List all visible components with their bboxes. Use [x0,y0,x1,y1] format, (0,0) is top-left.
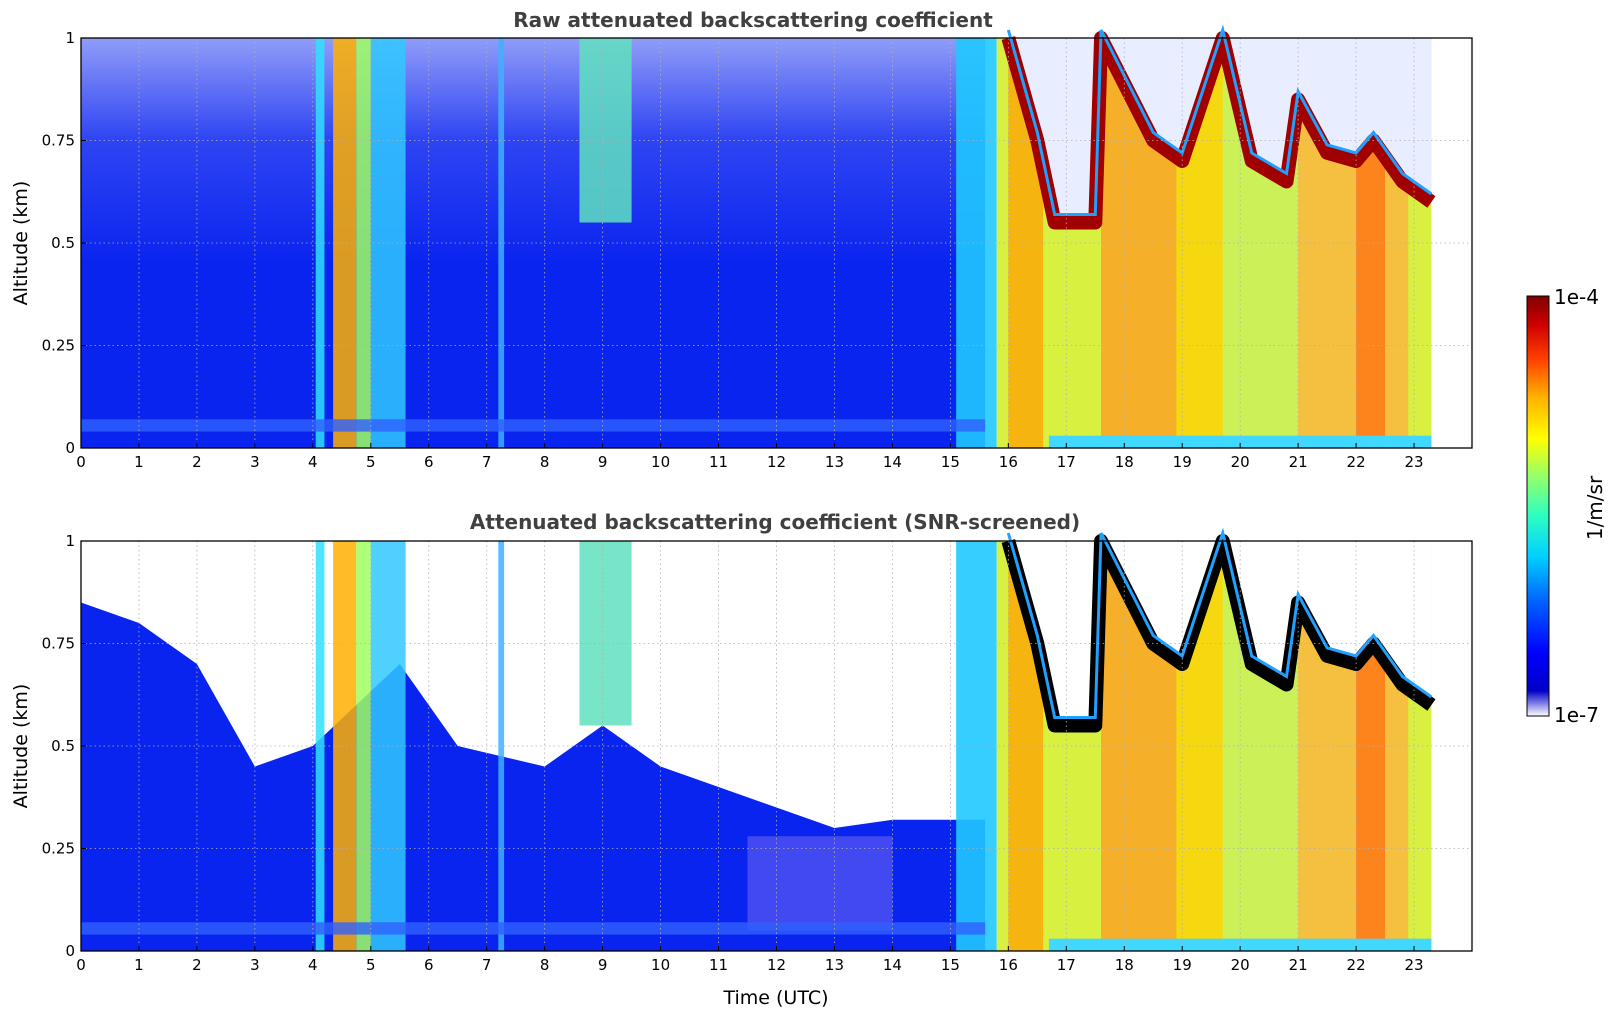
y-tick-label: 0.5 [51,737,75,755]
y-tick-label: 0.75 [42,132,75,150]
x-tick-label: 5 [366,956,376,974]
y-tick-label: 1 [65,532,75,550]
panel-bottom-grid [81,541,1472,951]
heatmap-streak [579,541,632,726]
x-tick-label: 11 [709,453,728,471]
heatmap-weak-signal [747,836,893,931]
heatmap-streak [356,38,371,448]
x-tick-label: 14 [883,956,902,974]
x-tick-label: 18 [1115,956,1134,974]
y-tick-label: 0.25 [42,337,75,355]
x-tick-label: 3 [250,956,260,974]
x-tick-label: 2 [192,956,202,974]
heatmap-cloud-top-edge [1001,31,1436,230]
x-tick-label: 17 [1057,453,1076,471]
x-tick-label: 1 [134,453,144,471]
panel-bottom-title: Attenuated backscattering coefficient (S… [470,510,1080,534]
panel-bottom-x-label: Time (UTC) [722,987,828,1009]
panel-top-y-label: Altitude (km) [10,181,32,306]
heatmap-streak [356,541,371,951]
x-tick-label: 10 [651,956,670,974]
y-tick-label: 0.25 [42,840,75,858]
panel-bottom-y-ticks: 0 0.25 0.5 0.75 1 [42,532,86,960]
heatmap-streak [333,541,357,951]
x-tick-label: 0 [76,453,86,471]
colorbar-min-label: 1e-7 [1554,703,1599,727]
x-tick-label: 11 [709,956,728,974]
heatmap-streak [333,38,357,448]
panel-top: Raw attenuated backscattering coefficien… [10,8,1473,471]
x-tick-label: 20 [1231,453,1250,471]
heatmap-cloud-top-halo [1006,527,1433,719]
x-tick-label: 12 [767,956,786,974]
x-tick-label: 9 [598,956,608,974]
y-tick-label: 0.75 [42,635,75,653]
heatmap-surface-band [81,922,986,935]
x-tick-label: 7 [482,956,492,974]
y-tick-label: 1 [65,29,75,47]
x-tick-label: 19 [1173,453,1192,471]
x-tick-label: 22 [1347,956,1366,974]
x-tick-label: 12 [767,453,786,471]
panel-bottom-y-label: Altitude (km) [10,684,32,809]
panel-top-title: Raw attenuated backscattering coefficien… [513,8,993,32]
x-tick-label: 10 [651,453,670,471]
colorbar-unit-label: 1/m/sr [1583,475,1607,540]
heatmap-streak [498,38,505,448]
colorbar-gradient [1526,295,1550,717]
x-tick-label: 6 [424,453,434,471]
x-tick-label: 16 [999,956,1018,974]
x-tick-label: 3 [250,453,260,471]
x-tick-label: 9 [598,453,608,471]
x-tick-label: 8 [540,453,550,471]
x-tick-label: 13 [825,453,844,471]
x-tick-label: 4 [308,453,318,471]
y-tick-label: 0 [65,942,75,960]
x-tick-label: 22 [1347,453,1366,471]
heatmap-surface-band [81,419,986,432]
y-tick-label: 0 [65,439,75,457]
colorbar: 1e-4 1e-7 1/m/sr [1526,285,1607,727]
panel-bottom: Attenuated backscattering coefficient (S… [10,510,1473,1009]
panel-top-grid [81,38,1472,448]
x-tick-label: 17 [1057,956,1076,974]
panel-bottom-x-ticks: 0 1 2 3 4 5 6 7 8 9 10 11 12 13 14 15 16 17 18 19 20 21 22 23 [76,946,1424,974]
x-tick-label: 4 [308,956,318,974]
heatmap-cloud-top-edge [1001,534,1436,733]
heatmap-surface-band [1048,938,1432,951]
x-tick-label: 23 [1404,453,1423,471]
x-tick-label: 16 [999,453,1018,471]
colorbar-max-label: 1e-4 [1554,285,1599,309]
x-tick-label: 0 [76,956,86,974]
x-tick-label: 20 [1231,956,1250,974]
x-tick-label: 6 [424,956,434,974]
x-tick-label: 23 [1404,956,1423,974]
x-tick-label: 15 [941,956,960,974]
x-tick-label: 13 [825,956,844,974]
x-tick-label: 5 [366,453,376,471]
x-tick-label: 2 [192,453,202,471]
heatmap-cloud-top-halo [1006,24,1433,216]
x-tick-label: 18 [1115,453,1134,471]
x-tick-label: 19 [1173,956,1192,974]
panel-top-x-ticks: 0 1 2 3 4 5 6 7 8 9 10 11 12 13 14 15 16 17 18 19 20 21 22 23 [76,443,1424,471]
x-tick-label: 21 [1289,453,1308,471]
panel-top-y-ticks: 0 0.25 0.5 0.75 1 [42,29,86,457]
heatmap-transition [956,38,997,448]
heatmap-surface-band [1048,435,1432,448]
x-tick-label: 8 [540,956,550,974]
x-tick-label: 7 [482,453,492,471]
heatmap-noise-aloft [81,38,986,264]
heatmap-streak [579,38,632,223]
heatmap-above-cloud [1002,38,1432,223]
x-tick-label: 14 [883,453,902,471]
heatmap-above-cloud [1002,541,1432,726]
y-tick-label: 0.5 [51,234,75,252]
heatmap-streak [498,541,505,951]
x-tick-label: 1 [134,956,144,974]
x-tick-label: 21 [1289,956,1308,974]
heatmap-transition [956,541,997,951]
x-tick-label: 15 [941,453,960,471]
